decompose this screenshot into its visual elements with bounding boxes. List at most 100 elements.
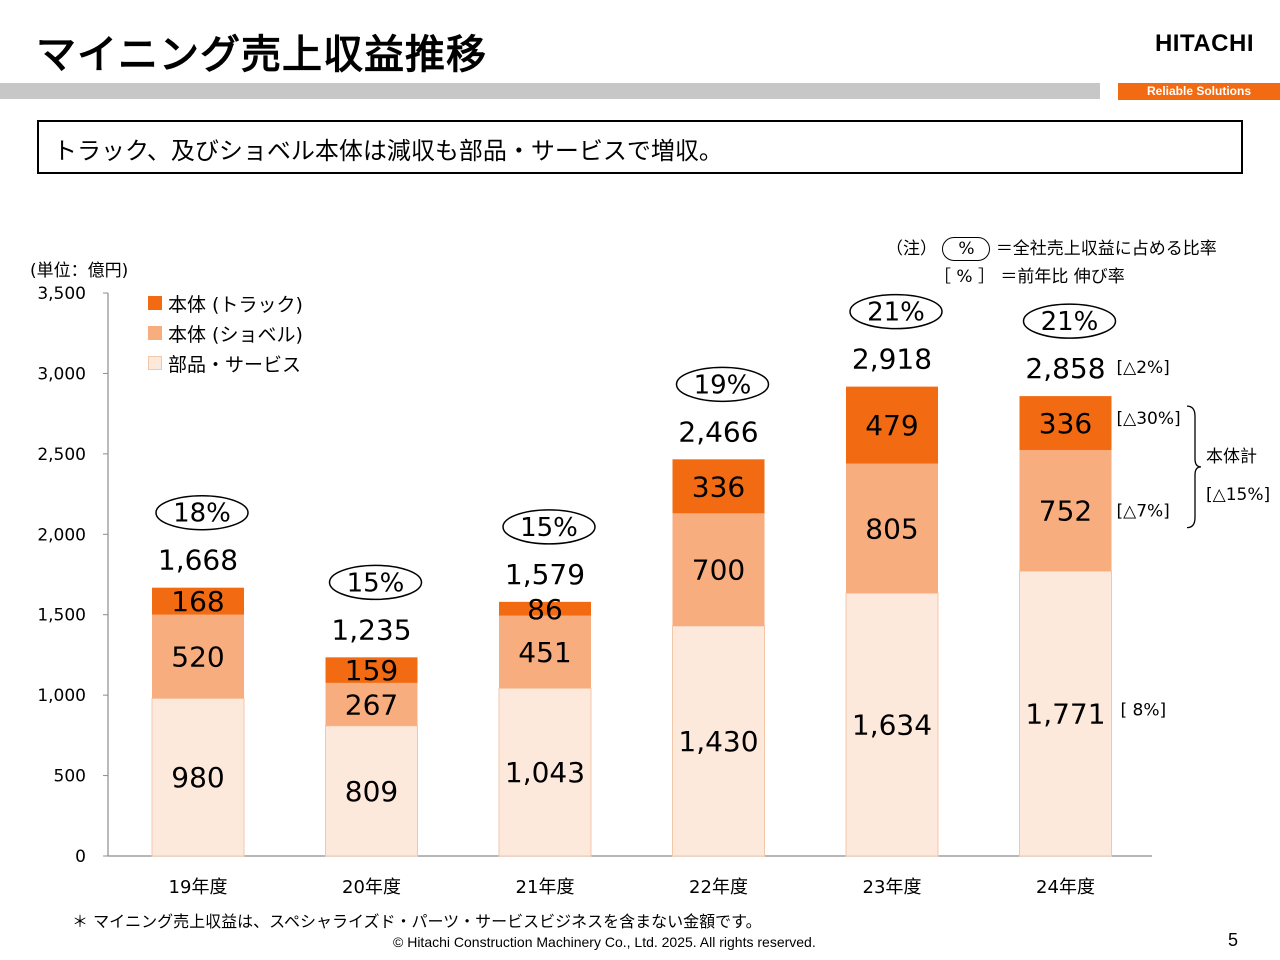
bar-segment-parts [151, 697, 245, 857]
bar-segment-excavator [846, 463, 938, 594]
page-title: マイニング売上収益推移 [36, 32, 487, 78]
y-tick-label: 500 [54, 767, 86, 787]
bar-segment-parts [672, 625, 765, 857]
y-tick-label: 1,000 [37, 686, 86, 706]
share-oval [502, 509, 596, 545]
bar-segment-excavator [325, 682, 418, 726]
share-oval-label: 21% [1041, 307, 1099, 337]
bar-segment-truck [325, 657, 418, 683]
header-divider-bar [0, 83, 1100, 99]
bar-segment-truck [672, 459, 765, 514]
y-tick-label: 1,500 [37, 606, 86, 626]
bar-value-label-truck: 479 [865, 409, 918, 442]
bar-value-label-parts: 1,634 [852, 709, 932, 742]
bar-segment-truck [499, 601, 591, 616]
hitachi-logo: HITACHI [1154, 30, 1254, 57]
bar-segment-truck [846, 386, 938, 464]
bar-value-label-truck: 86 [527, 593, 563, 626]
x-tick-label: 20年度 [342, 877, 401, 898]
share-oval-label: 21% [867, 298, 925, 328]
bar-value-label-parts: 809 [345, 775, 398, 808]
y-tick-label: 2,500 [37, 445, 86, 465]
y-tick-label: 3,000 [37, 364, 86, 384]
note-line-share: （注） % ＝全社売上収益に占める比率 [886, 234, 1217, 261]
bar-segment-truck [1019, 396, 1112, 451]
share-oval-label: 19% [694, 370, 752, 400]
bar-value-label-truck: 336 [692, 470, 745, 503]
note-bracket-meaning: ＝前年比 伸び率 [1000, 267, 1125, 287]
legend-item-truck: 本体 (トラック) [148, 288, 303, 318]
bar-segment-excavator [1019, 450, 1112, 572]
bar-total-label: 2,918 [852, 343, 932, 376]
legend-label-excavator: 本体 (ショベル) [168, 323, 303, 346]
legend-swatch-excavator [148, 326, 162, 340]
bar-value-label-excavator: 752 [1039, 495, 1092, 528]
x-tick-label: 22年度 [689, 877, 748, 898]
share-oval [675, 366, 770, 403]
bar-value-label-truck: 168 [171, 585, 224, 618]
bar-segment-parts [1019, 570, 1112, 857]
growth-total-label: [△2%] [1117, 358, 1170, 378]
bar-total-label: 2,466 [678, 415, 758, 448]
body-total-title: 本体計 [1206, 447, 1257, 467]
growth-truck-label: [△30%] [1117, 409, 1181, 429]
footnote: ＊ マイニング売上収益は、スペシャライズド・パーツ・サービスビジネスを含まない金… [72, 912, 762, 931]
bar-segment-parts [325, 725, 418, 857]
bar-segment-parts [845, 592, 939, 857]
copyright: © Hitachi Construction Machinery Co., Lt… [393, 934, 816, 950]
growth-parts-label: [ 8%] [1121, 701, 1167, 721]
legend-label-parts: 部品・サービス [168, 353, 302, 376]
bar-value-label-truck: 336 [1039, 407, 1092, 440]
note-line-growth: ［ % ］ ＝前年比 伸び率 [934, 262, 1125, 287]
bar-segment-excavator [152, 614, 244, 699]
unit-label: (単位：億円) [30, 261, 129, 281]
bar-total-label: 2,858 [1025, 352, 1105, 385]
legend-item-parts: 部品・サービス [148, 348, 303, 378]
legend-item-excavator: 本体 (ショベル) [148, 318, 303, 348]
bar-segment-parts [498, 687, 592, 857]
legend-swatch-parts [148, 356, 162, 370]
bar-total-label: 1,235 [331, 613, 411, 646]
share-oval [1022, 303, 1117, 339]
share-oval-label: 15% [347, 568, 405, 598]
summary-box: トラック、及びショベル本体は減収も部品・サービスで増収。 [37, 120, 1243, 174]
bar-segment-truck [152, 587, 244, 615]
share-oval-label: 18% [173, 499, 231, 529]
bar-value-label-excavator: 700 [692, 554, 745, 587]
bar-value-label-parts: 1,771 [1025, 698, 1105, 731]
bar-total-label: 1,579 [505, 558, 585, 591]
bar-value-label-excavator: 520 [171, 641, 224, 674]
legend-swatch-truck [148, 296, 162, 310]
share-oval [849, 293, 943, 330]
tagline-badge: Reliable Solutions [1118, 83, 1280, 100]
note-bracket-symbol: ［ % ］ [934, 267, 995, 287]
note-oval-meaning: ＝全社売上収益に占める比率 [995, 239, 1217, 259]
bar-value-label-parts: 980 [171, 761, 224, 794]
y-tick-label: 3,500 [37, 284, 86, 304]
bar-value-label-excavator: 805 [865, 512, 918, 545]
note-prefix: （注） [886, 239, 937, 259]
share-oval [155, 494, 249, 531]
bar-value-label-parts: 1,043 [505, 756, 585, 789]
bar-segment-excavator [672, 513, 765, 626]
legend-label-truck: 本体 (トラック) [168, 293, 303, 316]
growth-excavator-label: [△7%] [1117, 502, 1170, 522]
body-total-brace [1186, 405, 1202, 529]
x-tick-label: 23年度 [863, 877, 922, 898]
share-oval-label: 15% [520, 513, 578, 543]
bar-segment-excavator [499, 615, 591, 689]
x-tick-label: 21年度 [516, 877, 575, 898]
bar-total-label: 1,668 [158, 544, 238, 577]
bar-value-label-parts: 1,430 [678, 725, 758, 758]
share-oval [328, 564, 423, 601]
page-number: 5 [1227, 930, 1238, 950]
y-tick-label: 0 [75, 847, 86, 867]
summary-text: トラック、及びショベル本体は減収も部品・サービスで増収。 [53, 137, 723, 165]
bar-value-label-truck: 159 [345, 654, 398, 687]
chart-legend: 本体 (トラック) 本体 (ショベル) 部品・サービス [148, 288, 303, 378]
bar-value-label-excavator: 451 [518, 636, 571, 669]
note-oval-symbol: % [942, 237, 991, 261]
y-tick-label: 2,000 [37, 525, 86, 545]
x-tick-label: 19年度 [169, 877, 228, 898]
